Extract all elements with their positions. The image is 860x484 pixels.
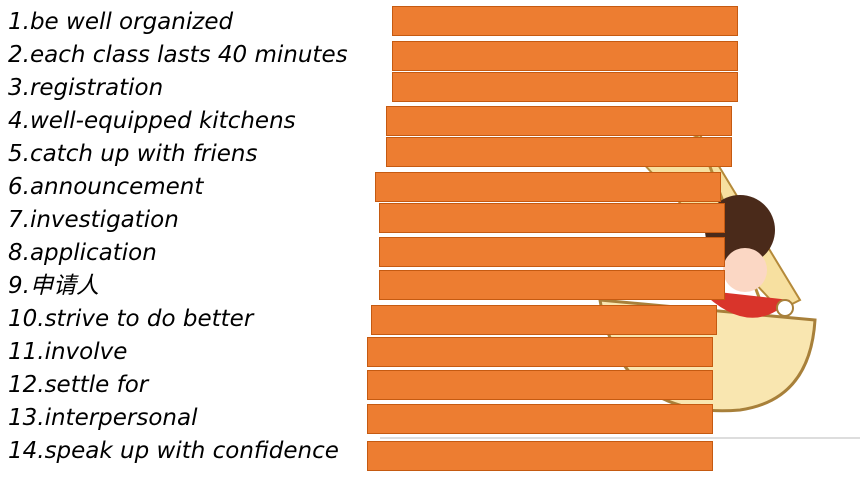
answer-cover[interactable]: [379, 237, 725, 267]
list-item: 13.interpersonal: [8, 405, 198, 431]
list-item: 2.each class lasts 40 minutes: [8, 42, 348, 68]
list-item: 10.strive to do better: [8, 306, 254, 332]
answer-cover[interactable]: [392, 41, 738, 71]
list-item: 9.申请人: [8, 273, 99, 299]
list-item: 1.be well organized: [8, 9, 234, 35]
answer-cover[interactable]: [375, 172, 721, 202]
list-item: 6.announcement: [8, 174, 204, 200]
answer-cover[interactable]: [367, 370, 713, 400]
list-item: 5.catch up with friens: [8, 141, 258, 167]
answer-cover[interactable]: [371, 305, 717, 335]
list-item: 14.speak up with confidence: [8, 438, 339, 464]
face: [723, 248, 767, 292]
list-item: 8.application: [8, 240, 157, 266]
list-item: 7.investigation: [8, 207, 179, 233]
list-item: 3.registration: [8, 75, 164, 101]
answer-cover[interactable]: [379, 270, 725, 300]
answer-cover[interactable]: [367, 337, 713, 367]
list-item: 11.involve: [8, 339, 128, 365]
answer-cover[interactable]: [392, 72, 738, 102]
list-item: 4.well-equipped kitchens: [8, 108, 296, 134]
answer-cover[interactable]: [367, 404, 713, 434]
answer-cover[interactable]: [386, 137, 732, 167]
answer-cover[interactable]: [392, 6, 738, 36]
answer-cover[interactable]: [367, 441, 713, 471]
answer-cover[interactable]: [386, 106, 732, 136]
list-item: 12.settle for: [8, 372, 149, 398]
rivet: [776, 299, 794, 317]
answer-cover[interactable]: [379, 203, 725, 233]
